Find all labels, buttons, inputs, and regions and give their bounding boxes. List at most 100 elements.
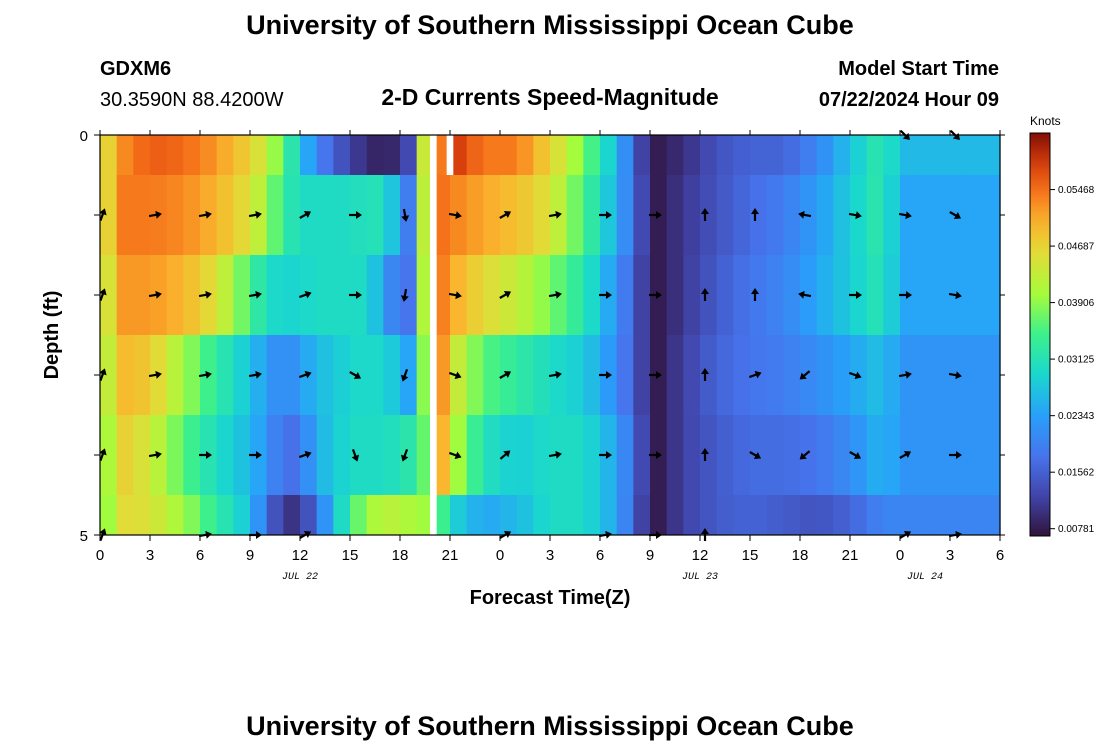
current-vector xyxy=(99,208,107,222)
heatmap-cell xyxy=(150,135,168,175)
heatmap-cell xyxy=(566,175,584,255)
heatmap-cell xyxy=(583,495,601,535)
heatmap-cell xyxy=(366,335,384,415)
current-vector xyxy=(899,451,912,459)
heatmap-cell xyxy=(666,335,684,415)
x-tick-label: 15 xyxy=(742,547,759,564)
heatmap-cell xyxy=(683,495,701,535)
heatmap-cell xyxy=(616,335,634,415)
x-tick-label: 21 xyxy=(442,547,459,564)
heatmap-cell xyxy=(916,175,934,255)
y-axis-label: Depth (ft) xyxy=(41,291,63,380)
heatmap-cell xyxy=(116,175,134,255)
heatmap-cell xyxy=(666,415,684,495)
current-vector xyxy=(99,448,107,462)
current-vector xyxy=(849,291,862,299)
x-tick-label: 0 xyxy=(96,547,104,564)
heatmap-cell xyxy=(683,415,701,495)
heatmap-cell xyxy=(816,255,834,335)
heatmap-cell xyxy=(133,175,151,255)
current-vector xyxy=(649,291,662,299)
current-vector xyxy=(701,368,709,381)
current-vector xyxy=(799,370,811,380)
heatmap-cell xyxy=(883,135,901,175)
heatmap-cell xyxy=(233,255,251,335)
heatmap-cell xyxy=(666,495,684,535)
heatmap-cell xyxy=(483,175,501,255)
current-vector xyxy=(548,370,562,379)
heatmap-cell xyxy=(566,335,584,415)
heatmap-cell xyxy=(583,415,601,495)
heatmap-cell xyxy=(650,495,668,535)
heatmap-cell xyxy=(766,135,784,175)
heatmap-cell xyxy=(983,495,1001,535)
heatmap-cell xyxy=(200,135,218,175)
heatmap-cell xyxy=(866,135,884,175)
heatmap-cell xyxy=(800,135,818,175)
current-vector xyxy=(751,288,759,301)
heatmap-cell xyxy=(216,255,234,335)
heatmap-cell xyxy=(466,495,484,535)
heatmap-cell xyxy=(883,335,901,415)
current-vector xyxy=(298,290,312,299)
current-vector xyxy=(400,288,409,302)
heatmap-cell xyxy=(166,335,184,415)
heatmap-cell xyxy=(233,495,251,535)
heatmap-cell xyxy=(866,415,884,495)
heatmap-cell xyxy=(400,415,418,495)
heatmap-cell xyxy=(900,135,918,175)
heatmap-cell xyxy=(533,255,551,335)
heatmap-cell xyxy=(200,495,218,535)
heatmap-cell xyxy=(133,335,151,415)
heatmap-cell xyxy=(283,135,301,175)
y-tick-label: 5 xyxy=(80,528,88,545)
heatmap-cell xyxy=(716,175,734,255)
current-vector xyxy=(349,211,362,219)
heatmap-cell xyxy=(650,135,668,175)
heatmap-cell xyxy=(416,495,434,535)
y-axis-ticks: 05 xyxy=(80,128,1005,545)
heatmap-cell xyxy=(100,415,118,495)
heatmap-cell xyxy=(483,135,501,175)
heatmap-cell xyxy=(816,175,834,255)
heatmap-cell xyxy=(533,175,551,255)
heatmap-cell xyxy=(966,175,984,255)
heatmap-cell xyxy=(916,335,934,415)
current-vector xyxy=(649,371,662,379)
heatmap-cell xyxy=(683,175,701,255)
current-vector xyxy=(701,528,709,541)
heatmap-cell xyxy=(366,255,384,335)
model-start-label: Model Start Time xyxy=(838,58,999,80)
heatmap-cell xyxy=(800,335,818,415)
heatmap-cell xyxy=(116,415,134,495)
heatmap-cell xyxy=(983,415,1001,495)
current-vector xyxy=(749,451,762,459)
heatmap-cell xyxy=(516,335,534,415)
heatmap-cell xyxy=(100,255,118,335)
heatmap-cell xyxy=(400,495,418,535)
data-gap xyxy=(430,135,437,535)
current-vector xyxy=(400,368,409,382)
date-label: JUL 24 xyxy=(907,572,943,583)
heatmap-cell xyxy=(183,415,201,495)
current-vector xyxy=(401,208,410,222)
current-vector xyxy=(448,451,462,460)
x-tick-label: 12 xyxy=(292,547,309,564)
colorbar-tick-label: 0.02343 xyxy=(1058,411,1095,422)
heatmap-cell xyxy=(733,495,751,535)
heatmap-cell xyxy=(116,495,134,535)
heatmap-cell xyxy=(366,135,384,175)
heatmap-cell xyxy=(583,255,601,335)
heatmap-cell xyxy=(283,175,301,255)
date-labels: JUL 22 JUL 23 JUL 24 xyxy=(282,572,943,583)
heatmap-cell xyxy=(216,175,234,255)
heatmap-cell xyxy=(966,415,984,495)
heatmap-cell xyxy=(933,135,951,175)
heatmap-cell xyxy=(733,255,751,335)
x-axis-label: Forecast Time(Z) xyxy=(470,587,631,609)
heatmap-cell xyxy=(250,135,268,175)
white-marker xyxy=(446,135,454,175)
heatmap-cell xyxy=(633,135,651,175)
heatmap-cell xyxy=(316,495,334,535)
